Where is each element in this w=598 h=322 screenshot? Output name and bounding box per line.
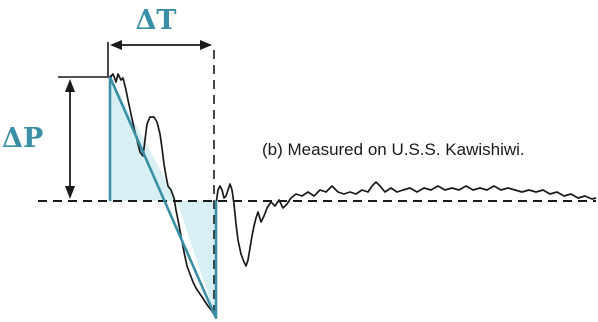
idealized-triangle: [108, 76, 218, 319]
shaded-triangle-lower: [177, 201, 216, 318]
delta-t-label: ΔT: [135, 5, 176, 36]
delta-p-label: ΔP: [2, 123, 43, 154]
figure-caption: (b) Measured on U.S.S. Kawishiwi.: [262, 140, 525, 159]
measured-pressure-trace: [109, 73, 597, 319]
delta-p-arrow: [65, 79, 75, 199]
delta-t-arrow: [110, 40, 212, 50]
shaded-triangle-upper: [110, 77, 177, 201]
